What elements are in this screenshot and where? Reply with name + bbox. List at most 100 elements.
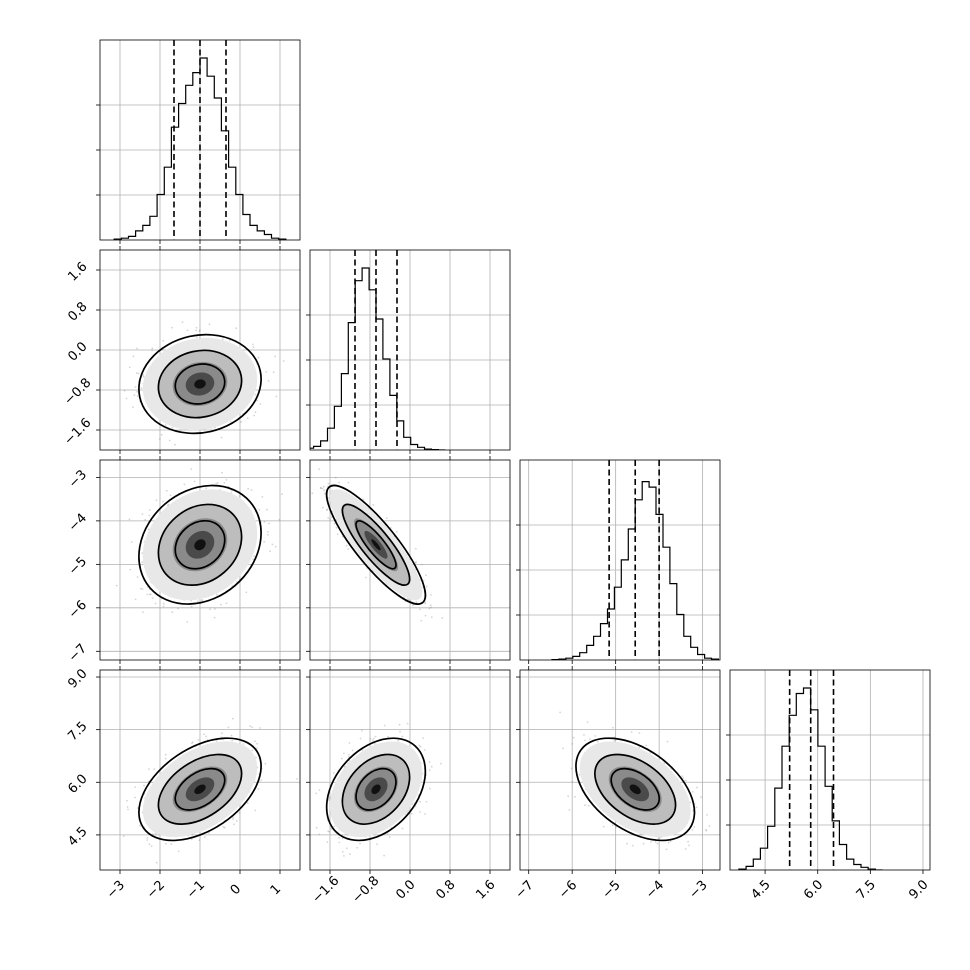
scatter-point xyxy=(134,796,137,799)
contour-line xyxy=(355,519,397,570)
scatter-point xyxy=(328,796,331,799)
scatter-point xyxy=(336,533,339,536)
scatter-point xyxy=(361,749,364,751)
y-tick-label: 0.0 xyxy=(65,339,90,364)
scatter-point xyxy=(193,480,196,483)
scatter-point xyxy=(148,768,150,770)
scatter-panel-r2-c1 xyxy=(306,456,511,664)
scatter-point xyxy=(249,725,252,727)
scatter-point xyxy=(429,604,432,607)
scatter-point xyxy=(306,472,308,474)
scatter-point xyxy=(197,739,200,741)
scatter-point xyxy=(425,574,427,577)
scatter-point xyxy=(140,587,142,590)
scatter-point xyxy=(376,843,378,846)
scatter-point xyxy=(148,593,151,596)
scatter-point xyxy=(326,841,329,843)
scatter-point xyxy=(146,839,149,841)
scatter-point xyxy=(171,426,174,429)
scatter-point xyxy=(423,749,426,751)
scatter-point xyxy=(140,387,143,389)
scatter-point xyxy=(198,839,201,842)
scatter-point xyxy=(150,845,153,848)
scatter-point xyxy=(221,732,223,735)
scatter-point xyxy=(158,438,161,440)
density-fill xyxy=(194,784,206,795)
scatter-point xyxy=(123,389,126,392)
scatter-point xyxy=(186,621,189,623)
scatter-point xyxy=(425,800,428,803)
scatter-point xyxy=(398,723,401,726)
scatter-point xyxy=(695,806,698,809)
scatter-point xyxy=(424,601,427,604)
scatter-point xyxy=(127,808,129,811)
scatter-point xyxy=(387,735,389,738)
scatter-point xyxy=(149,593,152,596)
contour-line xyxy=(325,737,427,842)
scatter-point xyxy=(383,854,385,857)
scatter-point xyxy=(693,826,696,828)
scatter-point xyxy=(395,530,398,533)
scatter-point xyxy=(268,522,270,525)
scatter-point xyxy=(247,487,250,490)
scatter-point xyxy=(311,492,314,495)
scatter-point xyxy=(362,498,365,501)
scatter-point xyxy=(162,500,165,503)
scatter-point xyxy=(228,339,231,342)
y-tick-label: 7.5 xyxy=(65,719,90,744)
scatter-point xyxy=(406,722,409,725)
scatter-point xyxy=(320,487,322,490)
scatter-point xyxy=(319,486,322,489)
scatter-point xyxy=(137,372,140,375)
scatter-point xyxy=(254,809,257,812)
scatter-point xyxy=(171,326,173,329)
scatter-point xyxy=(318,468,320,470)
scatter-point xyxy=(197,600,199,603)
scatter-point xyxy=(562,747,564,750)
scatter-point xyxy=(199,329,201,331)
scatter-point xyxy=(151,833,154,835)
scatter-point xyxy=(151,597,154,599)
scatter-point xyxy=(134,386,137,388)
contour-line xyxy=(174,363,226,405)
scatter-point xyxy=(203,733,205,736)
scatter-point xyxy=(213,616,216,619)
scatter-point xyxy=(151,349,154,352)
scatter-point xyxy=(359,737,362,740)
scatter-point xyxy=(430,594,432,596)
scatter-point xyxy=(267,380,270,382)
scatter-panel-r1-c0: −1.6−0.80.00.81.6 xyxy=(62,246,301,454)
scatter-point xyxy=(141,561,144,564)
scatter-point xyxy=(221,471,223,474)
scatter-point xyxy=(253,414,256,417)
scatter-point xyxy=(165,489,168,492)
scatter-point xyxy=(421,563,423,566)
scatter-point xyxy=(282,360,285,362)
contour-line xyxy=(157,753,243,825)
scatter-point xyxy=(278,518,281,521)
scatter-point xyxy=(419,800,422,803)
scatter-point xyxy=(148,509,151,511)
scatter-point xyxy=(190,468,193,470)
density-fill xyxy=(194,379,206,389)
scatter-point xyxy=(584,739,586,742)
scatter-point xyxy=(274,355,276,358)
scatter-point xyxy=(92,587,94,589)
scatter-point xyxy=(232,717,234,720)
scatter-point xyxy=(196,336,198,339)
scatter-point xyxy=(136,390,138,393)
scatter-point xyxy=(215,482,218,485)
scatter-point xyxy=(190,599,193,602)
scatter-point xyxy=(254,740,256,743)
scatter-point xyxy=(251,726,254,729)
scatter-point xyxy=(372,739,374,742)
scatter-point xyxy=(142,375,145,378)
contour-line xyxy=(341,753,411,825)
scatter-point xyxy=(327,799,330,801)
scatter-point xyxy=(281,493,283,496)
y-tick-label: −3 xyxy=(66,467,90,491)
scatter-point xyxy=(422,737,425,739)
scatter-point xyxy=(361,729,363,732)
scatter-point xyxy=(235,327,238,330)
scatter-point xyxy=(201,600,204,602)
